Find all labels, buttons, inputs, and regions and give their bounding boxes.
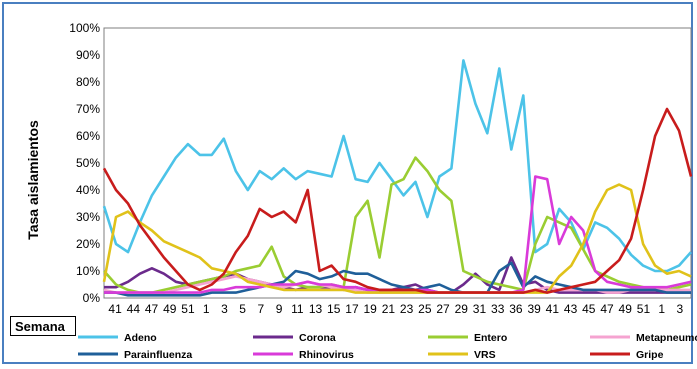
series-line-parainfluenza (104, 261, 691, 297)
y-tick-label: 0% (83, 291, 101, 305)
x-tick-label: 29 (455, 302, 469, 316)
x-tick-label: 9 (276, 302, 283, 316)
series-line-vrs (102, 183, 692, 294)
x-tick-label: 51 (637, 302, 651, 316)
series-line-adeno (102, 59, 692, 273)
legend-item-entero-label: Entero (474, 332, 507, 344)
plot-area (103, 27, 692, 299)
x-tick-label: 5 (239, 302, 246, 316)
x-tick-label: 39 (527, 302, 541, 316)
y-tick-label: 80% (76, 75, 100, 89)
x-tick-label: 3 (221, 302, 228, 316)
x-tick-label: 19 (363, 302, 377, 316)
x-tick-label: 3 (677, 302, 684, 316)
x-tick-label: 43 (564, 302, 578, 316)
x-tick-label: 21 (382, 302, 396, 316)
x-tick-label: 27 (436, 302, 450, 316)
y-tick-label: 20% (76, 237, 100, 251)
series-lines (102, 59, 693, 297)
legend-item-rhinovirus-label: Rhinovirus (299, 349, 354, 361)
y-tick-label: 100% (69, 21, 100, 35)
y-tick-label: 50% (76, 156, 100, 170)
x-tick-label: 23 (400, 302, 414, 316)
x-tick-label: 41 (108, 302, 122, 316)
x-tick-label: 13 (309, 302, 323, 316)
legend-item-gripe-label: Gripe (636, 349, 664, 361)
x-tick-label: 44 (127, 302, 141, 316)
x-tick-label: 47 (600, 302, 614, 316)
chart-frame (2, 2, 693, 364)
legend-item-metapneumo-label: Metapneumo (636, 332, 697, 344)
x-tick-label: 1 (658, 302, 665, 316)
x-tick-label: 49 (163, 302, 177, 316)
series-line-gripe (102, 107, 693, 294)
legend-item-corona-label: Corona (299, 332, 336, 344)
y-tick-label: 70% (76, 102, 100, 116)
y-tick-label: 90% (76, 48, 100, 62)
y-tick-label: 30% (76, 210, 100, 224)
x-tick-label: 11 (291, 302, 304, 316)
x-tick-label: 1 (203, 302, 210, 316)
y-axis-title: Tasa aislamientos (25, 120, 41, 240)
legend: Adeno Corona Entero Metapneumo Parainfluenza… (78, 332, 697, 361)
plot-border (103, 27, 692, 299)
x-tick-label: 51 (181, 302, 195, 316)
x-tick-label: 7 (258, 302, 265, 316)
x-tick-label: 33 (491, 302, 505, 316)
x-tick-labels: 41 44 47 49 51 1 3 5 7 9 11 13 15 17 19 21 23 25 27 29 31 33 3… (108, 302, 683, 316)
x-tick-label: 47 (145, 302, 159, 316)
y-tick-labels: 0% 10% 20% 30% 40% 50% 60% 70% 80% 90% 100% (69, 21, 100, 305)
legend-item-vrs-label: VRS (474, 349, 496, 361)
x-tick-label: 45 (582, 302, 596, 316)
legend-item-parainfluenza-label: Parainfluenza (124, 349, 192, 361)
x-axis-title: Semana (10, 316, 76, 336)
y-tick-label: 60% (76, 129, 100, 143)
x-tick-label: 25 (418, 302, 432, 316)
y-tick-label: 40% (76, 183, 100, 197)
y-tick-label: 10% (76, 264, 100, 278)
legend-item-adeno-label: Adeno (124, 332, 157, 344)
x-tick-label: 49 (619, 302, 633, 316)
x-tick-label: 15 (327, 302, 341, 316)
x-tick-label: 36 (509, 302, 523, 316)
x-tick-label: 31 (473, 302, 487, 316)
x-tick-label: 17 (345, 302, 359, 316)
x-tick-label: 41 (546, 302, 560, 316)
